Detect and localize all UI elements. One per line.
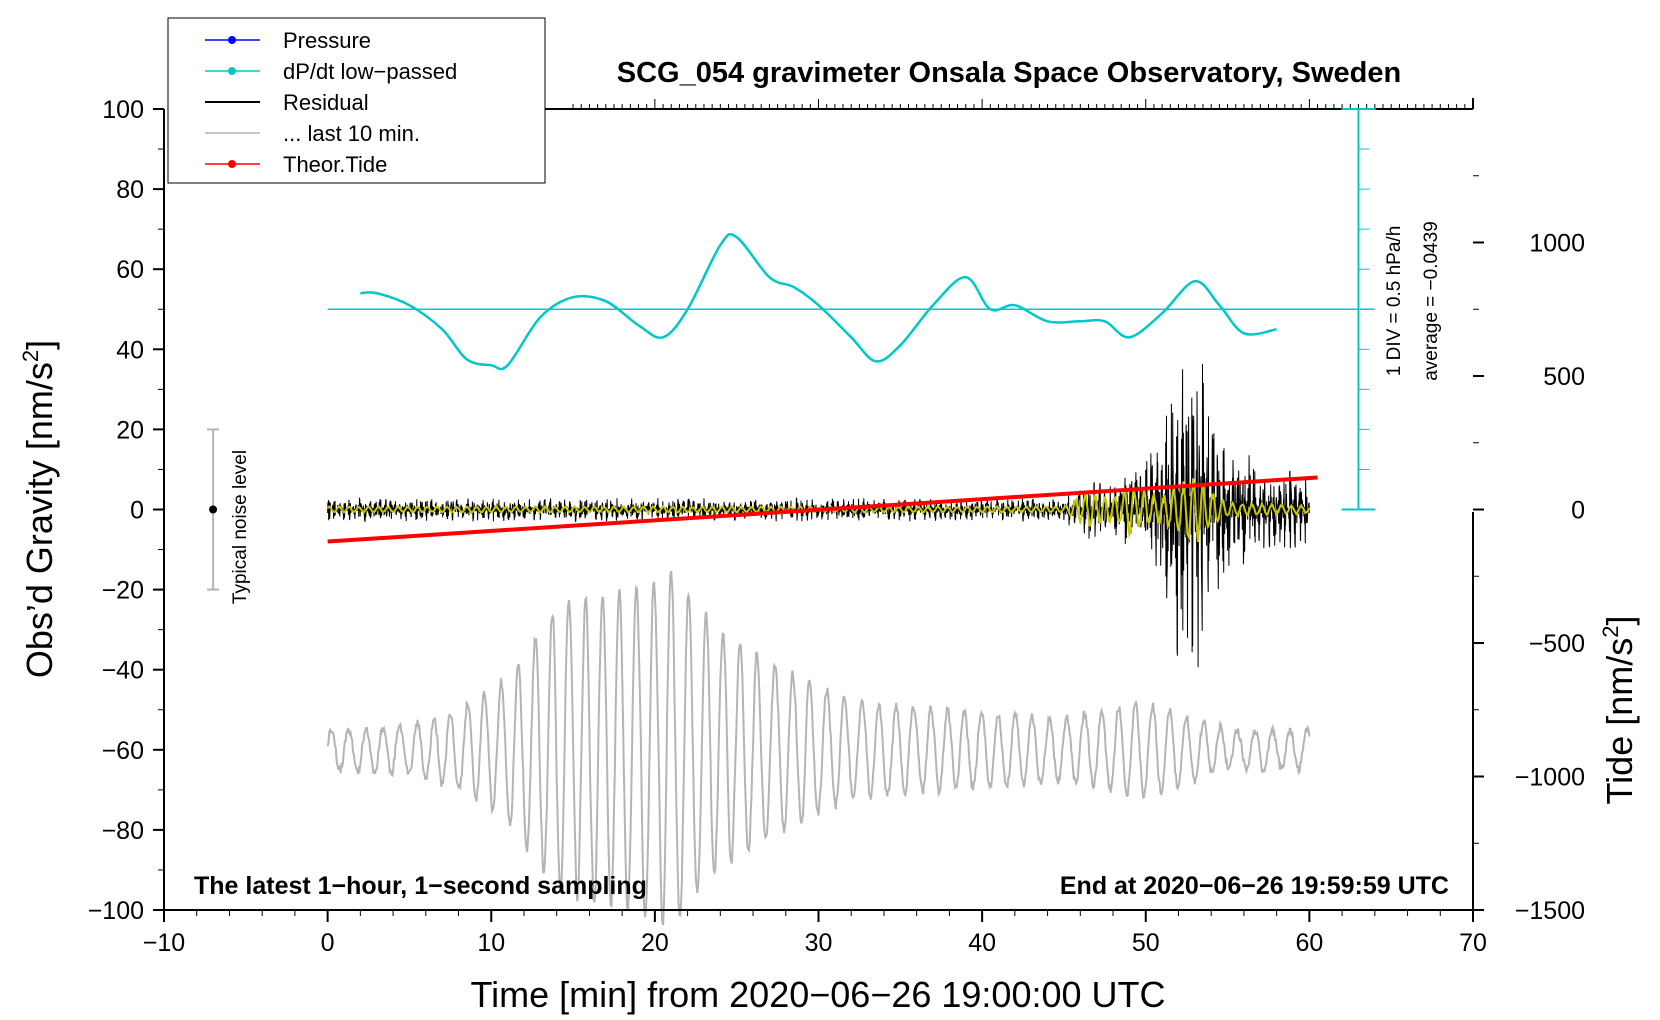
noise-level-bar [207, 428, 220, 591]
chart-title: SCG_054 gravimeter Onsala Space Observat… [617, 57, 1401, 89]
y2-axis-label-sup: 2 [1598, 626, 1623, 638]
y-tick-label: −20 [102, 577, 144, 605]
theor-tide-series [327, 475, 1318, 544]
legend-marker [228, 160, 236, 168]
y-ticks: 100 80 60 40 20 0 −20 −40 −60 −80 −100 [88, 96, 164, 925]
pressure-scale-bar [1341, 108, 1376, 511]
y-axis-label-sup: 2 [18, 350, 43, 362]
y2-tick-label: −1500 [1515, 897, 1585, 925]
y-axis-label: Obs’d Gravity [nm/s2] [18, 340, 60, 678]
legend-marker [228, 67, 236, 75]
top-minor-ticks [572, 99, 1474, 109]
legend-marker [228, 36, 236, 44]
last-10-min-line [326, 570, 1311, 926]
residual-line [327, 364, 1310, 668]
y2-axis-label-close: ] [1599, 616, 1640, 626]
y-tick-label: 20 [116, 416, 144, 444]
y-tick-label: 100 [102, 96, 144, 124]
legend: Pressure dP/dt low−passed Residual ... last… [167, 17, 546, 184]
y2-tick-label: −500 [1529, 630, 1585, 658]
x-minor-ticks [196, 910, 1441, 916]
y2-tick-label: 0 [1571, 497, 1585, 525]
y2-tick-label: 500 [1543, 363, 1585, 391]
legend-box [167, 17, 546, 184]
y-tick-label: 0 [130, 497, 144, 525]
x-tick-label: 20 [641, 929, 669, 957]
pressure-scale-label-1: 1 DIV = 0.5 hPa/h [1384, 226, 1405, 377]
x-tick-label: 60 [1295, 929, 1323, 957]
theor-tide-line [327, 475, 1318, 544]
y-axis-label-close: ] [19, 340, 60, 350]
y-tick-label: −100 [88, 897, 144, 925]
x-tick-label: 30 [805, 929, 833, 957]
legend-label: Residual [283, 90, 369, 115]
y-tick-label: −40 [102, 657, 144, 685]
y2-ticks: 1000 500 0 −500 −1000 −1500 [1473, 175, 1585, 925]
legend-label: Theor.Tide [283, 152, 387, 177]
annotation-right: End at 2020−06−26 19:59:59 UTC [1060, 872, 1449, 900]
x-tick-label: −10 [143, 929, 185, 957]
y-axis-label-base: Obs’d Gravity [nm/s [19, 362, 60, 678]
x-ticks: −10 0 10 20 30 40 50 60 70 [143, 910, 1487, 957]
y2-tick-label: 1000 [1529, 230, 1585, 258]
last-10-min-series [326, 570, 1311, 926]
x-tick-label: 70 [1459, 929, 1487, 957]
dpdt-line [360, 232, 1277, 371]
x-axis-label: Time [min] from 2020−06−26 19:00:00 UTC [470, 974, 1165, 1015]
noise-level-label: Typical noise level [230, 450, 251, 604]
x-tick-label: 0 [321, 929, 335, 957]
y-tick-label: 60 [116, 256, 144, 284]
x-tick-label: 50 [1132, 929, 1160, 957]
legend-label: dP/dt low−passed [283, 59, 457, 84]
y-tick-label: −60 [102, 737, 144, 765]
x-tick-label: 10 [477, 929, 505, 957]
y2-tick-label: −1000 [1515, 764, 1585, 792]
noise-bar-dot [209, 505, 218, 514]
y-tick-label: −80 [102, 817, 144, 845]
y2-axis-label-base: Tide [nm/s [1599, 638, 1640, 805]
dpdt-series [327, 232, 1375, 371]
annotation-left: The latest 1−hour, 1−second sampling [194, 872, 647, 900]
legend-label: ... last 10 min. [283, 121, 420, 146]
y-tick-label: 80 [116, 176, 144, 204]
residual-series [327, 364, 1310, 668]
legend-label: Pressure [283, 28, 371, 53]
y-tick-label: 40 [116, 336, 144, 364]
x-tick-label: 40 [968, 929, 996, 957]
y2-axis-label: Tide [nm/s2] [1598, 616, 1640, 805]
pressure-scale-label-2: average = −0.0439 [1421, 221, 1442, 381]
